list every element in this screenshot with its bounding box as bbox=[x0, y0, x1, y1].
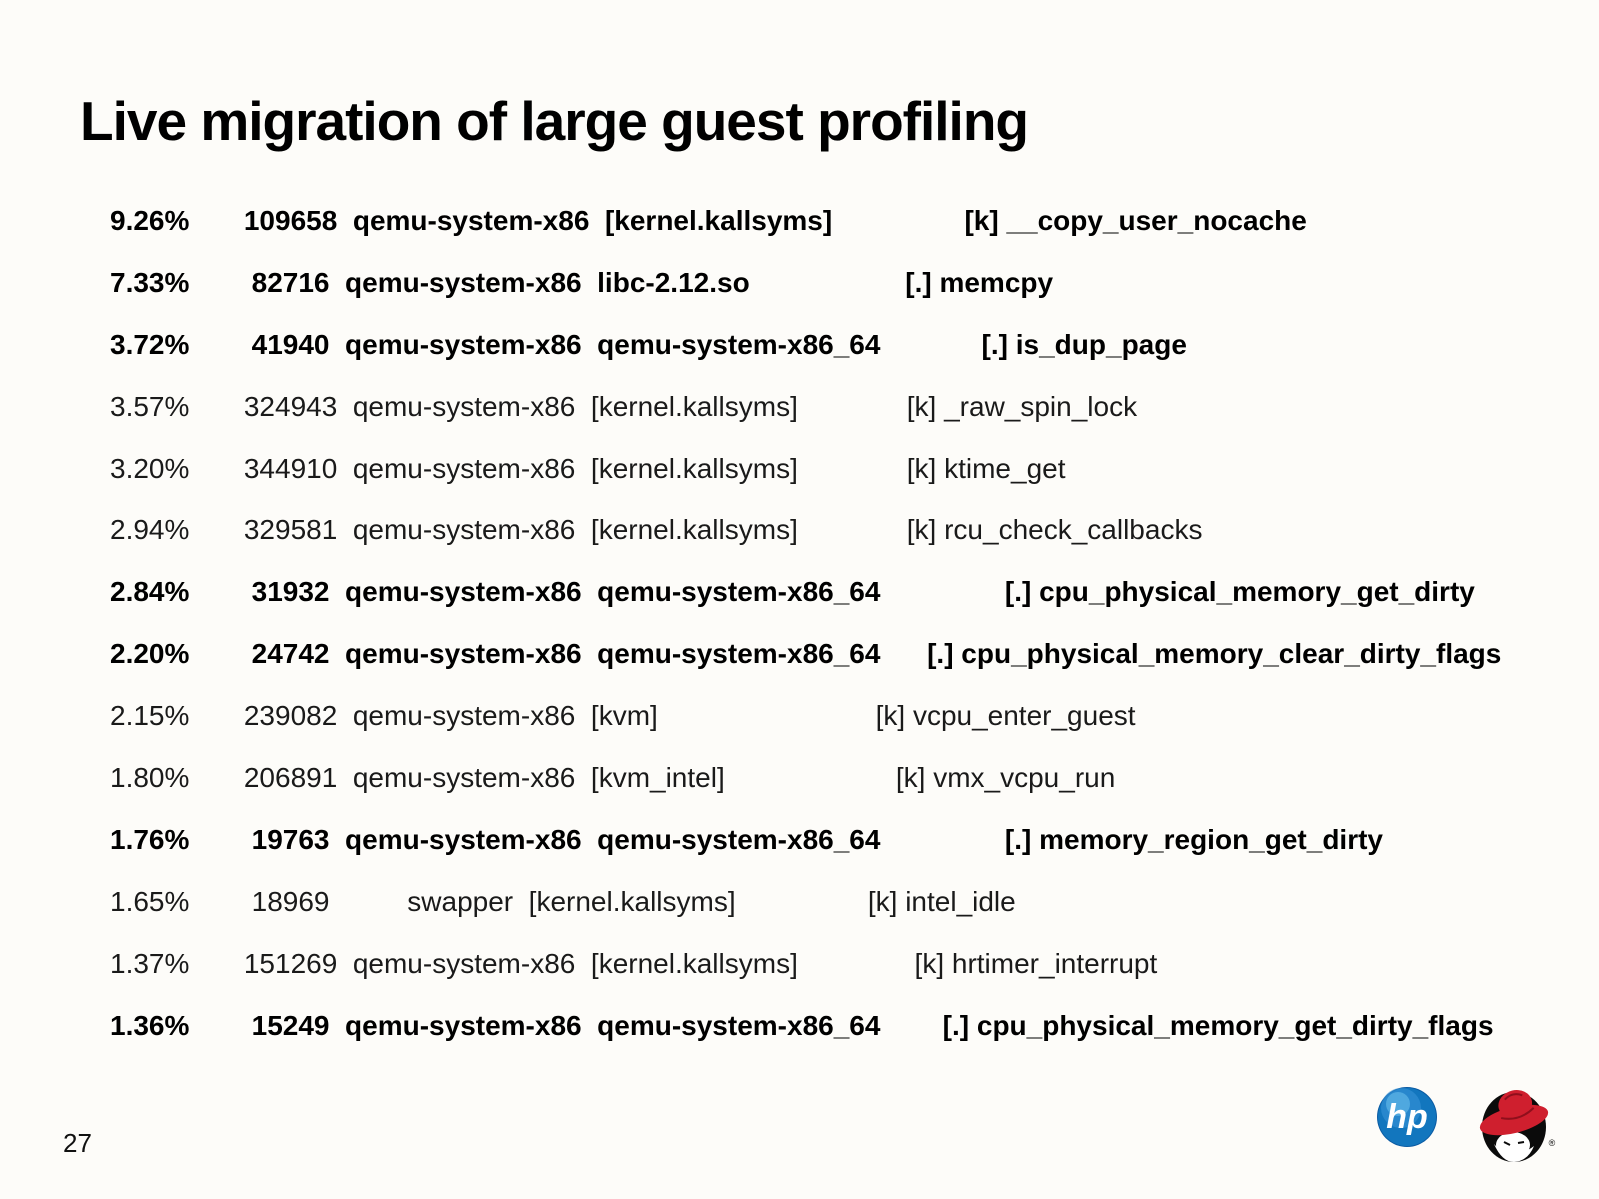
redhat-logo-icon: ® bbox=[1479, 1090, 1556, 1162]
perf-row: 2.15% 239082 qemu-system-x86 [kvm] [k] v… bbox=[110, 700, 1136, 732]
perf-row: 9.26% 109658 qemu-system-x86 [kernel.kal… bbox=[110, 205, 1307, 236]
perf-row: 1.80% 206891 qemu-system-x86 [kvm_intel]… bbox=[110, 762, 1116, 794]
hp-logo-icon: hp bbox=[1377, 1087, 1437, 1147]
perf-row: 2.20% 24742 qemu-system-x86 qemu-system-… bbox=[110, 638, 1502, 670]
hp-logo-text: hp bbox=[1386, 1098, 1428, 1136]
perf-row: 2.84% 31932 qemu-system-x86 qemu-system-… bbox=[110, 576, 1475, 608]
slide-title: Live migration of large guest profiling bbox=[80, 90, 1029, 152]
perf-row: 7.33% 82716 qemu-system-x86 libc-2.12.so… bbox=[110, 266, 1054, 298]
perf-row: 1.37% 151269 qemu-system-x86 [kernel.kal… bbox=[110, 947, 1158, 979]
perf-row: 2.94% 329581 qemu-system-x86 [kernel.kal… bbox=[110, 514, 1203, 546]
perf-row: 1.36% 15249 qemu-system-x86 qemu-system-… bbox=[110, 1009, 1494, 1041]
perf-profiling-output: 9.26% 109658 qemu-system-x86 [kernel.kal… bbox=[110, 190, 1599, 1056]
page-number: 27 bbox=[63, 1128, 92, 1158]
perf-row: 3.72% 41940 qemu-system-x86 qemu-system-… bbox=[110, 328, 1187, 360]
perf-row: 3.20% 344910 qemu-system-x86 [kernel.kal… bbox=[110, 452, 1066, 484]
perf-row: 1.76% 19763 qemu-system-x86 qemu-system-… bbox=[110, 823, 1383, 855]
perf-row: 3.57% 324943 qemu-system-x86 [kernel.kal… bbox=[110, 390, 1138, 422]
perf-row: 1.65% 18969 swapper [kernel.kallsyms] [k… bbox=[110, 885, 1016, 917]
registered-trademark-symbol: ® bbox=[1549, 1138, 1556, 1148]
